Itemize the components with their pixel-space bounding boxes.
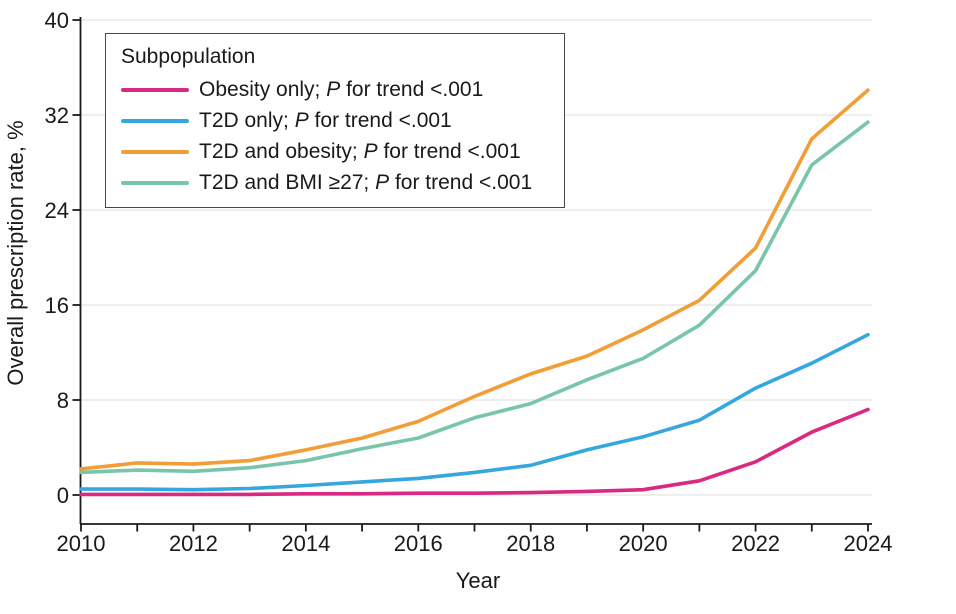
legend-line-swatch-t2d-only <box>121 118 189 123</box>
x-tick-label: 2010 <box>57 531 106 556</box>
x-tick-label: 2018 <box>506 531 555 556</box>
legend-label-pre: Obesity only; <box>199 77 327 101</box>
legend-item-label: Obesity only; P for trend <.001 <box>199 78 483 102</box>
series-lines <box>79 88 870 497</box>
legend-label-pre: T2D only; <box>199 108 295 132</box>
series-line-t2d-only <box>79 332 870 492</box>
legend-line-swatch-obesity-only <box>121 87 189 92</box>
legend-label-pre: T2D and obesity; <box>199 139 364 163</box>
legend-label-post: for trend <.001 <box>389 170 533 194</box>
legend-item-label: T2D and BMI ≥27; P for trend <.001 <box>199 171 532 195</box>
x-tick-label: 2014 <box>281 531 330 556</box>
series-line-t2d-and-bmi-27 <box>79 120 870 475</box>
x-tick-label: 2020 <box>619 531 668 556</box>
x-tick-label: 2024 <box>844 531 893 556</box>
x-tick-label: 2016 <box>394 531 443 556</box>
legend-line-swatch-t2d-and-obesity <box>121 149 189 154</box>
legend-item-t2d-and-obesity: T2D and obesity; P for trend <.001 <box>121 136 564 167</box>
legend-item-obesity-only: Obesity only; P for trend <.001 <box>121 74 564 105</box>
y-tick-label: 32 <box>45 103 69 128</box>
legend-item-label: T2D and obesity; P for trend <.001 <box>199 140 521 164</box>
legend-line-swatch-t2d-and-bmi27 <box>121 180 189 185</box>
legend-label-p-italic: P <box>375 170 390 194</box>
axes <box>72 17 872 532</box>
y-tick-label: 40 <box>45 8 69 33</box>
legend: Subpopulation Obesity only; P for trend … <box>105 33 565 208</box>
y-tick-label: 24 <box>45 198 69 223</box>
legend-label-pre: T2D and BMI ≥27; <box>199 170 376 194</box>
series-line-t2d-and-obesity <box>79 88 870 471</box>
y-tick-label: 8 <box>57 388 69 413</box>
legend-title: Subpopulation <box>121 45 256 68</box>
legend-item-t2d-only: T2D only; P for trend <.001 <box>121 105 564 136</box>
x-tick-label: 2012 <box>169 531 218 556</box>
legend-label-post: for trend <.001 <box>308 108 452 132</box>
legend-label-p-italic: P <box>294 108 309 132</box>
legend-label-p-italic: P <box>326 77 341 101</box>
legend-label-p-italic: P <box>363 139 378 163</box>
y-tick-label: 16 <box>45 293 69 318</box>
legend-item-label: T2D only; P for trend <.001 <box>199 109 452 133</box>
x-tick-label: 2022 <box>731 531 780 556</box>
y-tick-label: 0 <box>57 483 69 508</box>
legend-item-t2d-and-bmi27: T2D and BMI ≥27; P for trend <.001 <box>121 167 564 198</box>
tick-labels: 0 8 16 24 32 40 2010 2012 2014 2016 2018 2020 2022 20… <box>45 8 893 556</box>
legend-label-post: for trend <.001 <box>377 139 521 163</box>
x-axis-title: Year <box>455 568 501 593</box>
legend-label-post: for trend <.001 <box>340 77 484 101</box>
series-line-obesity-only <box>79 407 870 497</box>
y-axis-title: Overall prescription rate, % <box>3 120 28 386</box>
